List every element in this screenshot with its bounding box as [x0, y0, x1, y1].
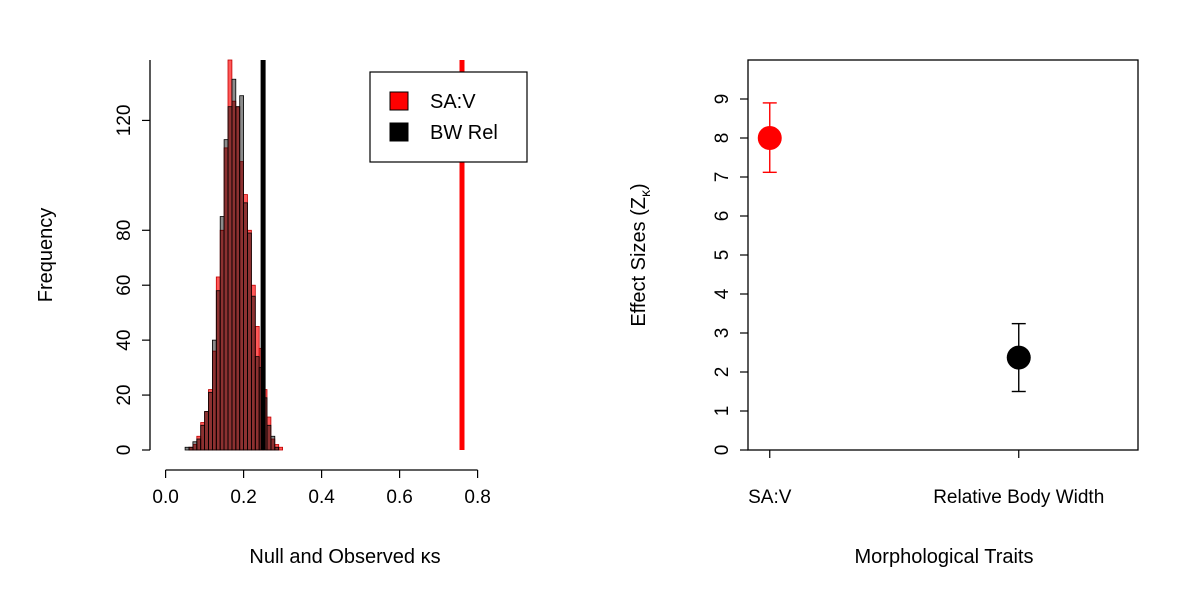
- legend-swatch-sav: [389, 91, 409, 111]
- histogram-bar: [266, 424, 272, 451]
- x-tick-label: 0.8: [464, 487, 490, 508]
- histogram-bar: [192, 441, 198, 451]
- histogram-bar: [204, 411, 209, 451]
- x-tick-label: 0.0: [152, 487, 178, 508]
- category-label: SA:V: [748, 487, 792, 508]
- histogram-x-axis-label: Null and Observed κs: [249, 546, 440, 568]
- y-tick-label: 120: [114, 105, 135, 137]
- y-tick-label: 2: [712, 367, 733, 378]
- y-tick-label: 7: [712, 172, 733, 183]
- effect-size-y-label-main: Effect Sizes (Z: [628, 197, 650, 327]
- category-label: Relative Body Width: [933, 487, 1104, 508]
- y-tick-label: 80: [114, 220, 135, 241]
- histogram-bar: [270, 435, 276, 451]
- effect-size-y-label-close: ): [628, 183, 650, 190]
- y-tick-label: 40: [114, 330, 135, 351]
- x-tick-label: 0.2: [230, 487, 256, 508]
- y-tick-label: 4: [712, 288, 733, 299]
- y-tick-label: 1: [712, 406, 733, 417]
- effect-size-y-label-subscript: κ: [637, 189, 653, 197]
- histogram-bar: [227, 106, 233, 451]
- effect-size-x-axis-label: Morphological Traits: [855, 546, 1034, 568]
- y-tick-label: 6: [712, 211, 733, 222]
- histogram-bar: [223, 139, 229, 451]
- histogram-bar: [215, 290, 221, 451]
- legend-label-sav: SA:V: [430, 91, 476, 113]
- histogram-bar: [239, 95, 244, 451]
- y-tick-label: 20: [114, 385, 135, 406]
- effect-size-plot-frame: [747, 59, 1139, 451]
- histogram-bar: [254, 356, 260, 451]
- histogram-bar: [208, 391, 213, 451]
- y-tick-label: 0: [114, 445, 135, 456]
- histogram-bar: [274, 446, 280, 451]
- effect-size-y-ticks: 0 1 2 3 4 5 6 7 8 9: [712, 94, 748, 456]
- histogram-y-ticks: 0 20 40 60 80 120: [114, 105, 150, 456]
- histogram-bar: [247, 232, 252, 451]
- x-tick-label: 0.6: [386, 487, 412, 508]
- effect-size-y-axis-label: Effect Sizes (Zκ): [628, 183, 653, 326]
- x-tick-label: 0.4: [308, 487, 335, 508]
- histogram-bars: [184, 59, 284, 451]
- histogram-bar: [219, 216, 225, 451]
- histogram-bar: [235, 106, 241, 451]
- histogram-bar: [278, 446, 284, 451]
- histogram-bar: [211, 339, 217, 451]
- histogram-x-ticks: 0.0 0.2 0.4 0.6 0.8: [152, 469, 491, 508]
- y-tick-label: 9: [712, 94, 733, 105]
- histogram-bar: [250, 295, 256, 451]
- effect-size-x-ticks: SA:V Relative Body Width: [748, 450, 1104, 508]
- legend: SA:V BW Rel: [369, 71, 528, 163]
- y-tick-label: 0: [712, 445, 733, 456]
- y-tick-label: 5: [712, 250, 733, 261]
- y-tick-label: 8: [712, 133, 733, 144]
- legend-box: [369, 71, 528, 163]
- effect-size-point: [1006, 345, 1031, 370]
- legend-swatch-bwrel: [389, 122, 409, 142]
- effect-size-points: [757, 102, 1031, 393]
- histogram-bar: [196, 438, 202, 451]
- effect-size-point: [757, 126, 782, 150]
- histogram-panel: 0 20 40 60 80 120 0.0 0.2 0.4 0.6 0.8 Null and Ob…: [35, 59, 528, 568]
- histogram-bar: [188, 446, 194, 451]
- histogram-bar: [200, 424, 205, 451]
- histogram-bar: [243, 202, 248, 451]
- histogram-bar: [184, 446, 190, 451]
- histogram-y-axis-label: Frequency: [35, 208, 57, 303]
- legend-label-bwrel: BW Rel: [430, 122, 498, 144]
- effect-size-panel: 0 1 2 3 4 5 6 7 8 9 SA:V Relative Body Width Morph…: [628, 59, 1139, 568]
- y-tick-label: 60: [114, 275, 135, 296]
- y-tick-label: 3: [712, 328, 733, 339]
- histogram-bar: [231, 78, 237, 451]
